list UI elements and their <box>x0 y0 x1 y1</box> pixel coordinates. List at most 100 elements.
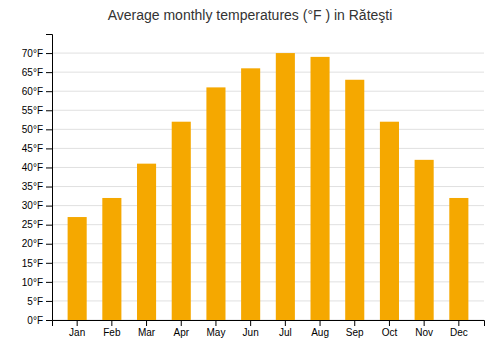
y-tick: 0°F <box>27 315 52 326</box>
x-tick: Oct <box>382 320 398 338</box>
y-tick-mark <box>46 110 52 111</box>
y-tick: 65°F <box>22 67 52 78</box>
bar <box>345 80 364 320</box>
y-tick: 20°F <box>22 238 52 249</box>
x-tick-mark <box>285 320 286 326</box>
bar <box>241 68 260 320</box>
y-tick-mark <box>46 206 52 207</box>
y-tick-label: 5°F <box>27 296 43 307</box>
x-axis-line <box>53 321 485 327</box>
y-tick-label: 15°F <box>22 258 43 269</box>
grid <box>52 53 484 320</box>
x-tick: Nov <box>415 320 433 338</box>
y-tick-mark <box>46 72 52 73</box>
y-tick: 15°F <box>22 258 52 269</box>
y-tick-label: 20°F <box>22 238 43 249</box>
y-tick-label: 55°F <box>22 105 43 116</box>
x-tick-label: Sep <box>346 327 364 338</box>
x-tick: May <box>206 320 225 338</box>
bars <box>68 53 469 320</box>
y-tick: 10°F <box>22 277 52 288</box>
y-tick-label: 60°F <box>22 86 43 97</box>
y-tick-mark <box>46 263 52 264</box>
bar <box>137 164 156 320</box>
y-tick-mark <box>46 167 52 168</box>
y-tick-label: 65°F <box>22 67 43 78</box>
grid-line <box>52 129 484 130</box>
x-tick-mark <box>320 320 321 326</box>
bar <box>102 198 121 320</box>
x-tick: Feb <box>103 320 121 338</box>
y-tick-label: 30°F <box>22 200 43 211</box>
x-tick-mark <box>146 320 147 326</box>
chart: Average monthly temperatures (°F ) in Ră… <box>0 0 500 350</box>
x-axis: Jan Feb Mar Apr May Jun Jul Aug Sep Oct Nov Dec <box>53 320 485 338</box>
x-tick-label: Nov <box>415 327 433 338</box>
x-tick: Dec <box>450 320 468 338</box>
x-tick-mark <box>77 320 78 326</box>
y-tick-mark <box>46 301 52 302</box>
grid-line <box>52 53 484 54</box>
y-axis-line <box>46 35 53 321</box>
y-tick: 60°F <box>22 86 52 97</box>
y-tick-mark <box>46 53 52 54</box>
y-tick: 45°F <box>22 143 52 154</box>
x-tick-label: Aug <box>311 327 329 338</box>
y-tick-label: 0°F <box>27 315 43 326</box>
bar <box>449 198 468 320</box>
bar <box>276 53 295 320</box>
y-tick: 70°F <box>22 48 52 59</box>
grid-line <box>52 91 484 92</box>
x-tick-mark <box>215 320 216 326</box>
x-tick-label: Dec <box>450 327 468 338</box>
grid-line <box>52 110 484 111</box>
x-tick-mark <box>250 320 251 326</box>
x-tick: Sep <box>346 320 364 338</box>
y-tick: 50°F <box>22 124 52 135</box>
x-tick-mark <box>181 320 182 326</box>
y-tick: 5°F <box>27 296 52 307</box>
y-axis: 0°F 5°F 10°F 15°F 20°F 25°F 30°F 35°F 40°F 45°F 50… <box>22 35 53 326</box>
y-tick-mark <box>46 225 52 226</box>
x-tick-label: Oct <box>382 327 398 338</box>
x-tick-label: Feb <box>103 327 121 338</box>
x-tick-label: Jul <box>279 327 292 338</box>
y-tick: 30°F <box>22 200 52 211</box>
x-tick-mark <box>111 320 112 326</box>
plot: 0°F 5°F 10°F 15°F 20°F 25°F 30°F 35°F 40°F 45°F 50… <box>22 35 485 339</box>
x-tick-mark <box>354 320 355 326</box>
y-tick-label: 35°F <box>22 181 43 192</box>
x-tick-mark <box>458 320 459 326</box>
y-tick-mark <box>46 244 52 245</box>
x-tick: Jun <box>243 320 259 338</box>
y-tick: 40°F <box>22 162 52 173</box>
grid-line <box>52 72 484 73</box>
x-tick-label: Jun <box>243 327 259 338</box>
x-tick: Aug <box>311 320 329 338</box>
y-tick-mark <box>46 91 52 92</box>
x-tick: Apr <box>173 320 189 338</box>
y-tick-mark <box>46 148 52 149</box>
y-tick: 25°F <box>22 219 52 230</box>
x-tick-label: Apr <box>173 327 189 338</box>
bar <box>172 122 191 320</box>
y-tick-label: 50°F <box>22 124 43 135</box>
x-tick: Jul <box>279 320 292 338</box>
x-tick-mark <box>424 320 425 326</box>
y-tick-label: 40°F <box>22 162 43 173</box>
bar <box>311 57 330 320</box>
y-tick-mark <box>46 282 52 283</box>
bar <box>68 217 87 320</box>
y-tick-mark <box>46 187 52 188</box>
y-tick-label: 25°F <box>22 219 43 230</box>
y-tick-mark <box>46 320 52 321</box>
grid-line <box>52 148 484 149</box>
y-tick-label: 70°F <box>22 48 43 59</box>
bar <box>206 87 225 320</box>
x-tick: Mar <box>138 320 156 338</box>
x-tick-label: Jan <box>69 327 85 338</box>
title: Average monthly temperatures (°F ) in Ră… <box>108 7 393 23</box>
y-tick-label: 10°F <box>22 277 43 288</box>
x-tick: Jan <box>69 320 85 338</box>
y-tick: 35°F <box>22 181 52 192</box>
